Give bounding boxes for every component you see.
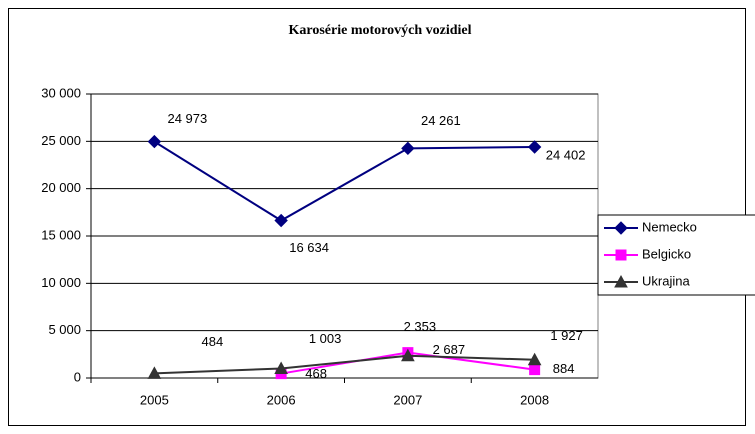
data-point (401, 141, 415, 156)
data-label: 1 003 (309, 331, 342, 346)
y-tick-label: 20 000 (41, 180, 81, 195)
x-tick-label: 2005 (140, 392, 169, 407)
data-label: 484 (202, 334, 224, 349)
y-tick-label: 10 000 (41, 275, 81, 290)
data-label: 24 402 (546, 147, 586, 162)
chart-title: Karosérie motorových vozidiel (289, 23, 472, 38)
x-tick-label: 2008 (520, 392, 549, 407)
data-point (274, 361, 288, 375)
data-label: 2 353 (404, 319, 437, 334)
y-tick-label: 25 000 (41, 133, 81, 148)
data-point (147, 134, 162, 149)
legend-marker (614, 221, 628, 235)
series-line (154, 354, 535, 375)
data-point (529, 364, 541, 376)
data-label: 884 (553, 361, 575, 376)
y-tick-label: 15 000 (41, 227, 81, 242)
legend-marker (615, 249, 627, 261)
data-point (527, 140, 542, 154)
data-point (274, 213, 288, 228)
data-label: 16 634 (289, 240, 329, 255)
legend-marker (614, 274, 628, 288)
y-tick-label: 5 000 (48, 322, 81, 337)
y-tick-label: 30 000 (41, 85, 81, 100)
x-tick-label: 2007 (393, 392, 422, 407)
data-point (147, 366, 162, 379)
series-line (153, 140, 535, 222)
data-label: 468 (305, 366, 327, 381)
data-label: 1 927 (550, 328, 583, 343)
data-label: 2 687 (433, 342, 466, 357)
data-label: 24 973 (167, 111, 207, 126)
data-point (401, 348, 415, 362)
legend-label: Belgicko (642, 246, 691, 261)
x-tick-label: 2006 (267, 392, 296, 407)
data-point (527, 352, 542, 366)
legend-label: Ukrajina (642, 273, 690, 288)
legend-label: Nemecko (642, 219, 697, 234)
y-tick-label: 0 (74, 369, 81, 384)
data-label: 24 261 (421, 113, 461, 128)
